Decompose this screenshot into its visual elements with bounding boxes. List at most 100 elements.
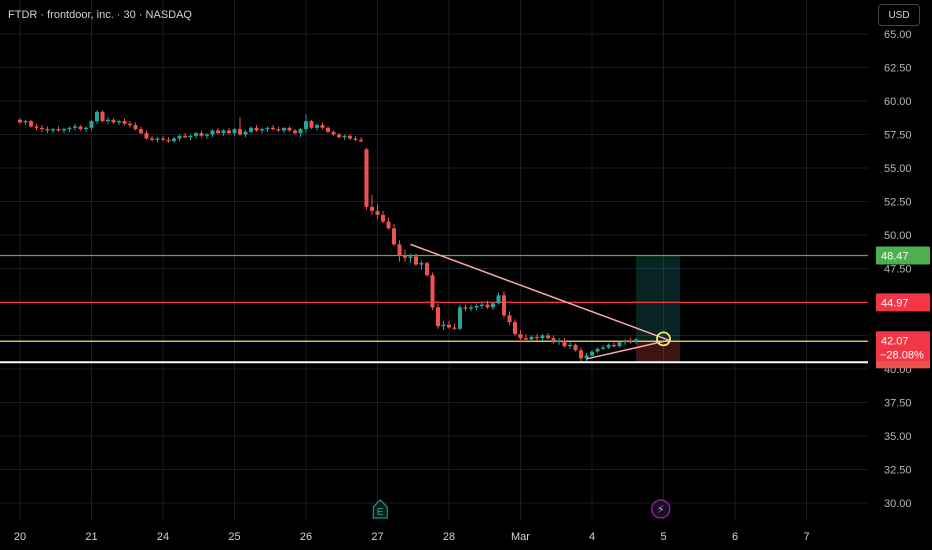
level-label-bg-support: [876, 358, 930, 369]
candle: [392, 228, 396, 245]
candle: [414, 256, 418, 265]
candle: [298, 129, 303, 134]
candle: [199, 133, 204, 136]
price-tick-label: 60.00: [884, 96, 912, 108]
entry-label-bg: [876, 331, 930, 362]
event-icon-glyph: ⚡: [657, 503, 665, 516]
candle: [502, 295, 506, 316]
time-tick-label: 6: [732, 531, 738, 543]
candle: [557, 340, 561, 343]
candle: [491, 303, 495, 308]
candle: [133, 125, 138, 130]
price-tick-label: 47.50: [884, 264, 912, 276]
candle: [117, 121, 121, 123]
level-label-bg-target: [876, 246, 930, 265]
time-tick-label: 5: [660, 531, 666, 543]
candle: [463, 307, 468, 309]
candle: [535, 336, 539, 339]
candle: [513, 322, 517, 335]
price-tick-label: 37.50: [884, 398, 912, 410]
candle: [430, 275, 435, 308]
candle: [23, 121, 28, 123]
candle: [51, 129, 55, 131]
candle: [276, 129, 281, 131]
candle: [221, 130, 226, 134]
candle: [78, 126, 83, 130]
candle: [485, 304, 490, 308]
level-label-stop: 44.97: [881, 297, 909, 309]
price-tick-label: 65.00: [884, 29, 912, 41]
candle: [546, 335, 550, 339]
candle: [359, 139, 363, 142]
candle: [89, 121, 94, 128]
position-loss-zone: [636, 341, 680, 363]
candle: [216, 130, 220, 134]
percent-change-label: −28.08%: [880, 349, 924, 361]
candle: [562, 340, 567, 347]
candle: [441, 324, 446, 327]
time-tick-label: 28: [443, 531, 455, 543]
candle: [232, 129, 237, 134]
candle: [342, 135, 347, 138]
candle: [293, 130, 297, 134]
candle: [606, 344, 611, 348]
time-tick-label: 4: [589, 531, 595, 543]
candle: [326, 127, 330, 132]
candle: [617, 342, 622, 347]
candle: [227, 130, 231, 134]
candle: [172, 138, 176, 142]
candle: [386, 221, 391, 229]
price-tick-label: 52.50: [884, 197, 912, 209]
candle: [100, 111, 105, 122]
price-tick-label: 55.00: [884, 163, 912, 175]
currency-button[interactable]: USD: [878, 4, 920, 26]
candle: [364, 149, 369, 207]
time-tick-label: 26: [300, 531, 312, 543]
candle: [111, 119, 116, 123]
highlight-circle: [656, 331, 671, 347]
earnings-icon-shape: [372, 499, 388, 519]
candle: [139, 129, 143, 134]
chart-title: FTDR · frontdoor, inc. · 30 · NASDAQ: [8, 9, 192, 21]
candle: [18, 119, 22, 123]
candle: [243, 131, 248, 135]
candle: [518, 334, 523, 339]
candle: [529, 336, 534, 340]
candle: [166, 139, 171, 142]
candle: [474, 306, 479, 308]
candle: [579, 350, 583, 359]
candle: [370, 206, 374, 211]
candle: [425, 263, 429, 276]
candle: [271, 127, 275, 130]
candle: [480, 304, 484, 307]
candle: [56, 129, 61, 131]
candle: [210, 130, 215, 135]
candle: [205, 134, 209, 136]
candle: [375, 210, 380, 215]
candle: [408, 256, 413, 258]
candle: [469, 307, 473, 309]
candle: [150, 138, 154, 140]
time-tick-label: 27: [371, 531, 383, 543]
candle: [595, 348, 600, 352]
candle: [287, 127, 292, 131]
candle: [249, 127, 253, 132]
candle: [84, 127, 88, 130]
trendline: [586, 339, 670, 360]
candle: [634, 339, 638, 343]
candle: [540, 335, 545, 339]
candle: [309, 121, 314, 128]
candle: [320, 125, 325, 128]
candle: [128, 123, 132, 126]
candle: [436, 307, 440, 327]
time-tick-label: 24: [157, 531, 169, 543]
candle: [447, 324, 451, 328]
candle: [568, 344, 572, 347]
candle: [238, 129, 242, 135]
candle: [122, 121, 127, 124]
candle: [254, 127, 259, 131]
candle: [524, 338, 528, 340]
price-tick-label: 30.00: [884, 498, 912, 510]
candle: [177, 135, 182, 139]
